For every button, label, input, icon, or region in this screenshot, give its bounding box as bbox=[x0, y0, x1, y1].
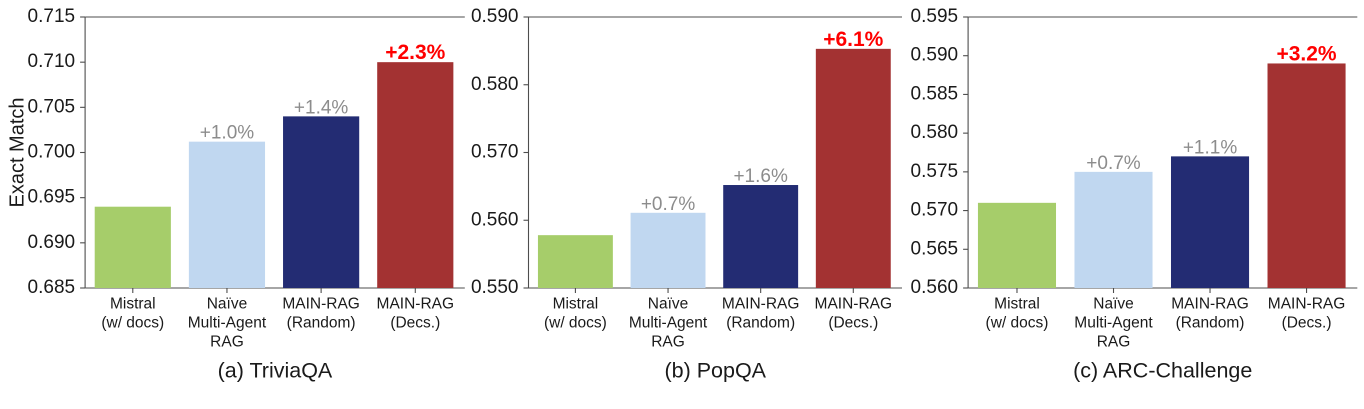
svg-text:Multi-Agent: Multi-Agent bbox=[1074, 314, 1153, 331]
svg-text:MAIN-RAG: MAIN-RAG bbox=[815, 295, 893, 312]
svg-text:0.690: 0.690 bbox=[28, 232, 76, 253]
svg-text:0.560: 0.560 bbox=[911, 277, 959, 298]
svg-text:0.575: 0.575 bbox=[911, 161, 959, 182]
svg-text:0.565: 0.565 bbox=[911, 238, 959, 259]
svg-text:(b) PopQA: (b) PopQA bbox=[664, 358, 766, 382]
svg-text:0.570: 0.570 bbox=[911, 200, 959, 221]
svg-text:0.580: 0.580 bbox=[471, 74, 519, 95]
svg-text:Naïve: Naïve bbox=[648, 295, 689, 312]
svg-text:RAG: RAG bbox=[210, 333, 244, 350]
svg-text:+0.7%: +0.7% bbox=[1086, 153, 1141, 174]
svg-text:0.585: 0.585 bbox=[911, 83, 959, 104]
svg-text:(Decs.): (Decs.) bbox=[390, 314, 440, 331]
svg-text:MAIN-RAG: MAIN-RAG bbox=[282, 295, 360, 312]
svg-text:Multi-Agent: Multi-Agent bbox=[188, 314, 267, 331]
svg-text:Exact Match: Exact Match bbox=[6, 97, 28, 207]
svg-text:(w/ docs): (w/ docs) bbox=[986, 314, 1049, 331]
svg-text:0.710: 0.710 bbox=[28, 51, 76, 72]
svg-text:MAIN-RAG: MAIN-RAG bbox=[1268, 295, 1346, 312]
svg-text:MAIN-RAG: MAIN-RAG bbox=[722, 295, 800, 312]
svg-text:Naïve: Naïve bbox=[1093, 295, 1134, 312]
svg-text:+1.0%: +1.0% bbox=[200, 123, 255, 144]
svg-text:0.550: 0.550 bbox=[471, 277, 519, 298]
svg-text:(w/ docs): (w/ docs) bbox=[101, 314, 164, 331]
svg-text:RAG: RAG bbox=[1097, 333, 1131, 350]
svg-text:0.705: 0.705 bbox=[28, 96, 76, 117]
svg-text:+3.2%: +3.2% bbox=[1276, 42, 1336, 65]
svg-text:(Random): (Random) bbox=[1176, 314, 1245, 331]
svg-text:0.580: 0.580 bbox=[911, 122, 959, 143]
svg-text:+2.3%: +2.3% bbox=[385, 41, 445, 64]
svg-text:0.590: 0.590 bbox=[911, 45, 959, 66]
svg-text:+0.7%: +0.7% bbox=[641, 194, 696, 215]
svg-text:Mistral: Mistral bbox=[110, 295, 156, 312]
svg-text:RAG: RAG bbox=[651, 333, 685, 350]
svg-text:0.560: 0.560 bbox=[471, 209, 519, 230]
svg-text:0.685: 0.685 bbox=[28, 277, 76, 298]
svg-text:(c) ARC-Challenge: (c) ARC-Challenge bbox=[1073, 358, 1252, 382]
svg-text:Multi-Agent: Multi-Agent bbox=[629, 314, 708, 331]
svg-text:(w/ docs): (w/ docs) bbox=[544, 314, 607, 331]
svg-text:Mistral: Mistral bbox=[994, 295, 1040, 312]
svg-text:Mistral: Mistral bbox=[553, 295, 599, 312]
svg-text:MAIN-RAG: MAIN-RAG bbox=[1171, 295, 1249, 312]
svg-text:0.595: 0.595 bbox=[911, 6, 959, 27]
svg-text:0.695: 0.695 bbox=[28, 187, 76, 208]
svg-text:(Decs.): (Decs.) bbox=[1282, 314, 1332, 331]
svg-text:(Decs.): (Decs.) bbox=[828, 314, 878, 331]
svg-text:Naïve: Naïve bbox=[207, 295, 248, 312]
svg-text:0.700: 0.700 bbox=[28, 142, 76, 163]
svg-text:0.715: 0.715 bbox=[28, 6, 76, 27]
svg-text:+1.4%: +1.4% bbox=[294, 97, 349, 118]
svg-text:(a) TriviaQA: (a) TriviaQA bbox=[218, 358, 333, 382]
svg-text:MAIN-RAG: MAIN-RAG bbox=[377, 295, 455, 312]
svg-text:+6.1%: +6.1% bbox=[823, 28, 883, 51]
svg-text:+1.6%: +1.6% bbox=[733, 166, 788, 187]
svg-text:0.570: 0.570 bbox=[471, 142, 519, 163]
svg-text:0.590: 0.590 bbox=[471, 6, 519, 27]
svg-text:(Random): (Random) bbox=[287, 314, 356, 331]
svg-text:+1.1%: +1.1% bbox=[1183, 137, 1238, 158]
svg-text:(Random): (Random) bbox=[726, 314, 795, 331]
